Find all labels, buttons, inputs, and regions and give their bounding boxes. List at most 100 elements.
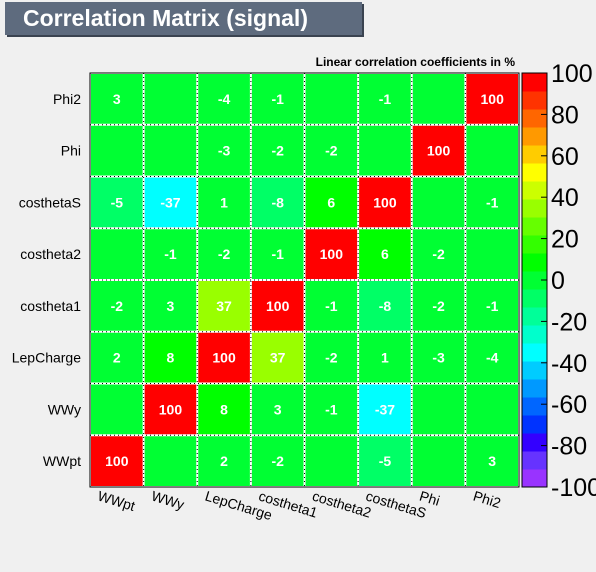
heatmap-cell-costhetaS-Phi2 <box>466 177 518 228</box>
heatmap-cell-costheta2-LepCharge <box>198 229 250 279</box>
y-tick-label: Phi2 <box>53 91 81 107</box>
heatmap-cell-WWpt-WWy <box>144 436 197 486</box>
heatmap-cell-WWy-WWpt <box>91 384 143 435</box>
heatmap-cell-Phi2-Phi <box>412 74 465 124</box>
heatmap-cell-Phi2-WWy <box>144 74 197 124</box>
heatmap-cell-Phi2-Phi2 <box>466 74 518 124</box>
heatmap-cell-Phi2-LepCharge <box>198 74 250 124</box>
cell-value-label: 6 <box>381 246 389 262</box>
y-tick-label: LepCharge <box>12 350 81 366</box>
colorbar-tick-label: 100 <box>551 60 593 88</box>
colorbar-tick-label: -80 <box>551 433 587 461</box>
colorbar-segment <box>522 109 547 128</box>
cell-value-label: -4 <box>218 91 231 107</box>
heatmap-cell-WWy-WWy <box>144 384 197 435</box>
cell-value-label: -8 <box>271 194 284 210</box>
cell-value-label: 3 <box>113 91 121 107</box>
heatmap-cell-Phi-WWy <box>144 125 197 176</box>
y-tick-label: costhetaS <box>19 194 81 210</box>
heatmap-cell-Phi2-costheta1 <box>251 74 304 124</box>
heatmap-cell-costhetaS-LepCharge <box>198 177 250 228</box>
heatmap-cell-costhetaS-costheta1 <box>251 177 304 228</box>
cell-value-label: -2 <box>271 143 284 159</box>
cell-value-label: 8 <box>167 350 175 366</box>
cell-value-label: -37 <box>160 194 180 210</box>
heatmap-cell-costheta1-WWpt <box>91 281 143 331</box>
heatmap-cell-Phi-WWpt <box>91 125 143 176</box>
heatmap-cell-Phi-Phi <box>412 125 465 176</box>
heatmap-cell-LepCharge-Phi2 <box>466 332 518 383</box>
chart-subtitle: Linear correlation coefficients in % <box>316 55 516 69</box>
chart-title: Correlation Matrix (signal) <box>5 2 362 35</box>
cell-value-label: -2 <box>325 143 338 159</box>
colorbar-segment <box>522 145 547 164</box>
heatmap-cell-costhetaS-costheta2 <box>305 177 358 228</box>
heatmap-cell-Phi2-costheta2 <box>305 74 358 124</box>
cell-value-label: -37 <box>375 401 395 417</box>
cell-value-label: -2 <box>218 246 231 262</box>
heatmap-cell-LepCharge-WWpt <box>91 332 143 383</box>
heatmap-cell-costheta2-costhetaS <box>359 229 411 279</box>
heatmap-cell-costhetaS-WWpt <box>91 177 143 228</box>
heatmap-cell-WWpt-Phi <box>412 436 465 486</box>
cell-value-label: -1 <box>271 91 284 107</box>
cell-value-label: -3 <box>218 143 231 159</box>
colorbar-segment <box>522 217 547 236</box>
cell-value-label: 100 <box>212 350 236 366</box>
heatmap-cell-costhetaS-Phi <box>412 177 465 228</box>
heatmap-cell-Phi-LepCharge <box>198 125 250 176</box>
colorbar-segment <box>522 235 547 254</box>
cell-value-label: -1 <box>164 246 177 262</box>
colorbar-segment <box>522 451 547 470</box>
colorbar-segment <box>522 127 547 146</box>
colorbar-tick-label: -20 <box>551 308 587 336</box>
heatmap-cell-WWpt-WWpt <box>91 436 143 486</box>
y-tick-label: WWpt <box>43 453 81 469</box>
cell-value-label: 100 <box>105 453 129 469</box>
heatmap-cell-LepCharge-costheta1 <box>251 332 304 383</box>
cell-value-label: -1 <box>271 246 284 262</box>
heatmap-cell-Phi-costheta1 <box>251 125 304 176</box>
heatmap-cell-costheta2-Phi2 <box>466 229 518 279</box>
heatmap-cell-costheta1-Phi2 <box>466 281 518 331</box>
heatmap-cell-WWy-costhetaS <box>359 384 411 435</box>
colorbar-segment <box>522 343 547 362</box>
heatmap-cell-Phi-costheta2 <box>305 125 358 176</box>
heatmap-cell-Phi-Phi2 <box>466 125 518 176</box>
plot-frame <box>89 72 520 488</box>
heatmap-cell-WWy-Phi <box>412 384 465 435</box>
heatmap-cell-Phi2-WWpt <box>91 74 143 124</box>
heatmap-cell-costheta2-costheta1 <box>251 229 304 279</box>
colorbar-segment <box>522 469 547 488</box>
cell-value-label: 100 <box>266 298 290 314</box>
cell-value-label: 100 <box>320 246 344 262</box>
y-tick-label: Phi <box>61 143 81 159</box>
cell-value-label: -1 <box>325 298 338 314</box>
cell-value-label: 2 <box>220 453 228 469</box>
colorbar-tick-label: 80 <box>551 101 579 129</box>
cell-value-label: 100 <box>481 91 505 107</box>
heatmap-cell-WWy-LepCharge <box>198 384 250 435</box>
heatmap-cell-LepCharge-Phi <box>412 332 465 383</box>
cell-value-label: -8 <box>379 298 392 314</box>
y-tick-label: costheta1 <box>20 298 81 314</box>
colorbar-segment <box>522 253 547 272</box>
colorbar-segment <box>522 91 547 110</box>
x-tick-label: WWy <box>150 488 187 513</box>
heatmap-cell-LepCharge-costhetaS <box>359 332 411 383</box>
colorbar-segment <box>522 379 547 398</box>
cell-value-label: 8 <box>220 401 228 417</box>
x-tick-label: costheta2 <box>310 488 373 521</box>
heatmap-cell-costheta1-costheta1 <box>251 281 304 331</box>
x-tick-label: Phi <box>418 488 442 509</box>
heatmap-cell-costheta1-LepCharge <box>198 281 250 331</box>
heatmap-cell-LepCharge-WWy <box>144 332 197 383</box>
heatmap-cell-costheta1-costhetaS <box>359 281 411 331</box>
cell-value-label: 37 <box>270 350 286 366</box>
x-tick-label: costhetaS <box>364 488 428 522</box>
heatmap-cell-costhetaS-costhetaS <box>359 177 411 228</box>
colorbar-segment <box>522 415 547 434</box>
colorbar-tick-label: -60 <box>551 391 587 419</box>
